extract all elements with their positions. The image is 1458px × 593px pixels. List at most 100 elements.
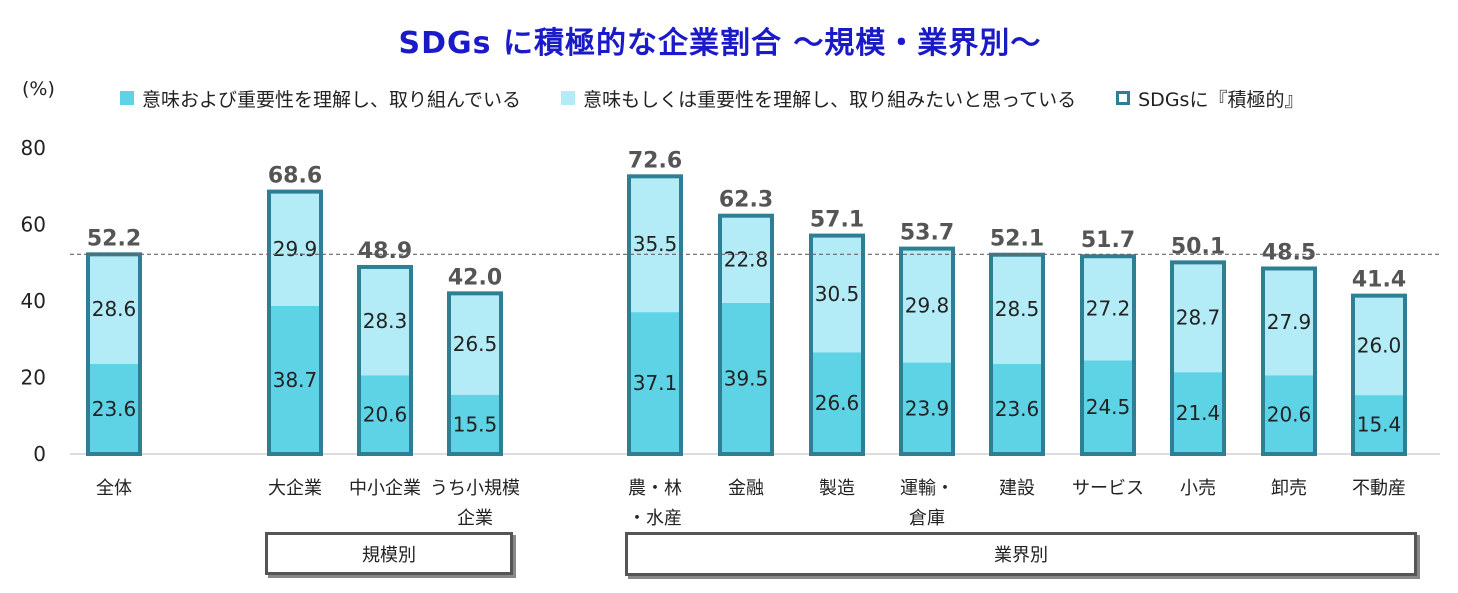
category-label: 不動産 — [1352, 478, 1406, 499]
data-label-total: 68.6 — [268, 164, 322, 189]
bar-segment-wanting — [901, 248, 953, 363]
legend-label-positive: SDGsに『積極的』 — [1138, 88, 1304, 111]
data-label-acting: 21.4 — [1176, 401, 1221, 425]
legend-swatch-acting — [120, 91, 134, 105]
y-tick-label: 40 — [21, 289, 46, 313]
data-label-total: 41.4 — [1352, 268, 1406, 293]
bar-outline-positive — [357, 264, 413, 456]
data-label-total: 52.1 — [990, 227, 1044, 252]
data-label-acting: 26.6 — [815, 391, 860, 415]
data-label-wanting: 35.5 — [633, 232, 678, 256]
category-label: 大企業 — [268, 478, 322, 499]
data-label-acting: 38.7 — [273, 368, 318, 392]
bar-segment-acting — [88, 363, 140, 454]
data-label-total: 52.2 — [87, 226, 141, 251]
bar-segment-wanting — [629, 176, 681, 313]
bar-outline-positive — [809, 233, 865, 456]
category-label: うち小規模 — [430, 478, 520, 499]
bar-segment-acting — [901, 362, 953, 454]
bar-segment-acting — [991, 363, 1043, 454]
category-label: 卸売 — [1271, 478, 1307, 499]
bar-segment-wanting — [1263, 268, 1315, 376]
data-label-wanting: 27.9 — [1267, 310, 1312, 334]
bar-outline-positive — [1170, 260, 1226, 456]
y-tick-label: 0 — [33, 442, 46, 466]
category-label: 小売 — [1180, 478, 1216, 499]
data-label-wanting: 28.7 — [1176, 305, 1221, 329]
data-label-total: 51.7 — [1081, 228, 1135, 253]
bar-segment-wanting — [269, 191, 321, 306]
category-label: 倉庫 — [909, 508, 945, 529]
group-box-size: 規模別 — [265, 532, 513, 575]
bar-segment-wanting — [1082, 256, 1134, 361]
category-label: 農・林 — [628, 478, 682, 499]
bar-segment-acting — [269, 305, 321, 454]
legend-label-acting: 意味および重要性を理解し、取り組んでいる — [142, 88, 522, 111]
bar-segment-acting — [449, 394, 501, 454]
data-label-wanting: 26.5 — [453, 332, 498, 356]
bar-outline-positive — [267, 189, 323, 456]
data-label-total: 42.0 — [448, 265, 502, 290]
bar-segment-acting — [1082, 360, 1134, 454]
bar-segment-acting — [720, 302, 772, 454]
chart-title: SDGs に積極的な企業割合 ～規模・業界別～ — [398, 26, 1042, 61]
bar-outline-positive — [627, 174, 683, 456]
data-label-wanting: 30.5 — [815, 282, 860, 306]
y-tick-label: 20 — [21, 366, 46, 390]
data-label-wanting: 28.6 — [92, 297, 137, 321]
category-label: 全体 — [96, 478, 132, 499]
data-label-total: 53.7 — [900, 221, 954, 246]
data-label-wanting: 22.8 — [724, 247, 769, 271]
legend-item-wanting: 意味もしくは重要性を理解し、取り組みたいと思っている — [561, 85, 1076, 112]
bar-outline-positive — [447, 291, 503, 456]
legend-swatch-wanting — [561, 91, 576, 105]
data-label-acting: 23.6 — [995, 397, 1040, 421]
bar-outline-positive — [1351, 293, 1407, 456]
legend: 意味および重要性を理解し、取り組んでいる 意味もしくは重要性を理解し、取り組みた… — [120, 84, 1343, 112]
data-label-acting: 37.1 — [633, 371, 678, 395]
data-label-acting: 20.6 — [1267, 403, 1312, 427]
category-label: 建設 — [999, 478, 1035, 499]
data-label-acting: 23.9 — [905, 396, 950, 420]
bar-segment-wanting — [1353, 295, 1405, 396]
category-label: 企業 — [457, 508, 493, 529]
bar-segment-acting — [629, 312, 681, 454]
y-tick-label: 80 — [21, 136, 46, 160]
legend-label-wanting: 意味もしくは重要性を理解し、取り組みたいと思っている — [583, 88, 1077, 111]
data-label-total: 72.6 — [628, 148, 682, 173]
data-label-acting: 39.5 — [724, 366, 769, 390]
bar-segment-wanting — [449, 293, 501, 395]
bar-segment-wanting — [1172, 262, 1224, 373]
category-label: 金融 — [728, 478, 764, 499]
category-label: 製造 — [819, 478, 855, 499]
legend-item-acting: 意味および重要性を理解し、取り組んでいる — [120, 85, 521, 112]
bar-segment-wanting — [88, 254, 140, 364]
bar-outline-positive — [718, 213, 774, 456]
data-label-total: 48.5 — [1262, 240, 1316, 265]
bar-segment-wanting — [991, 254, 1043, 364]
bar-segment-acting — [359, 375, 411, 454]
bar-segment-wanting — [811, 235, 863, 353]
data-label-wanting: 26.0 — [1357, 333, 1402, 357]
y-tick-label: 60 — [21, 213, 46, 237]
category-label: 運輸・ — [900, 478, 954, 499]
data-label-wanting: 28.5 — [995, 297, 1040, 321]
data-label-acting: 15.4 — [1357, 413, 1402, 437]
category-label: ・水産 — [628, 508, 682, 529]
category-label: サービス — [1072, 478, 1144, 499]
data-label-acting: 23.6 — [92, 397, 137, 421]
bar-segment-wanting — [720, 215, 772, 303]
legend-swatch-positive — [1116, 91, 1131, 105]
data-label-wanting: 27.2 — [1086, 296, 1131, 320]
data-label-wanting: 29.8 — [905, 294, 950, 318]
legend-item-positive: SDGsに『積極的』 — [1116, 85, 1303, 112]
group-box-industry: 業界別 — [625, 532, 1417, 576]
data-label-total: 57.1 — [810, 208, 864, 233]
data-label-wanting: 28.3 — [363, 309, 408, 333]
category-label: 中小企業 — [349, 478, 421, 499]
bar-segment-acting — [1172, 372, 1224, 454]
data-label-acting: 15.5 — [453, 412, 498, 436]
data-label-wanting: 29.9 — [273, 237, 318, 261]
data-label-total: 50.1 — [1171, 234, 1225, 259]
